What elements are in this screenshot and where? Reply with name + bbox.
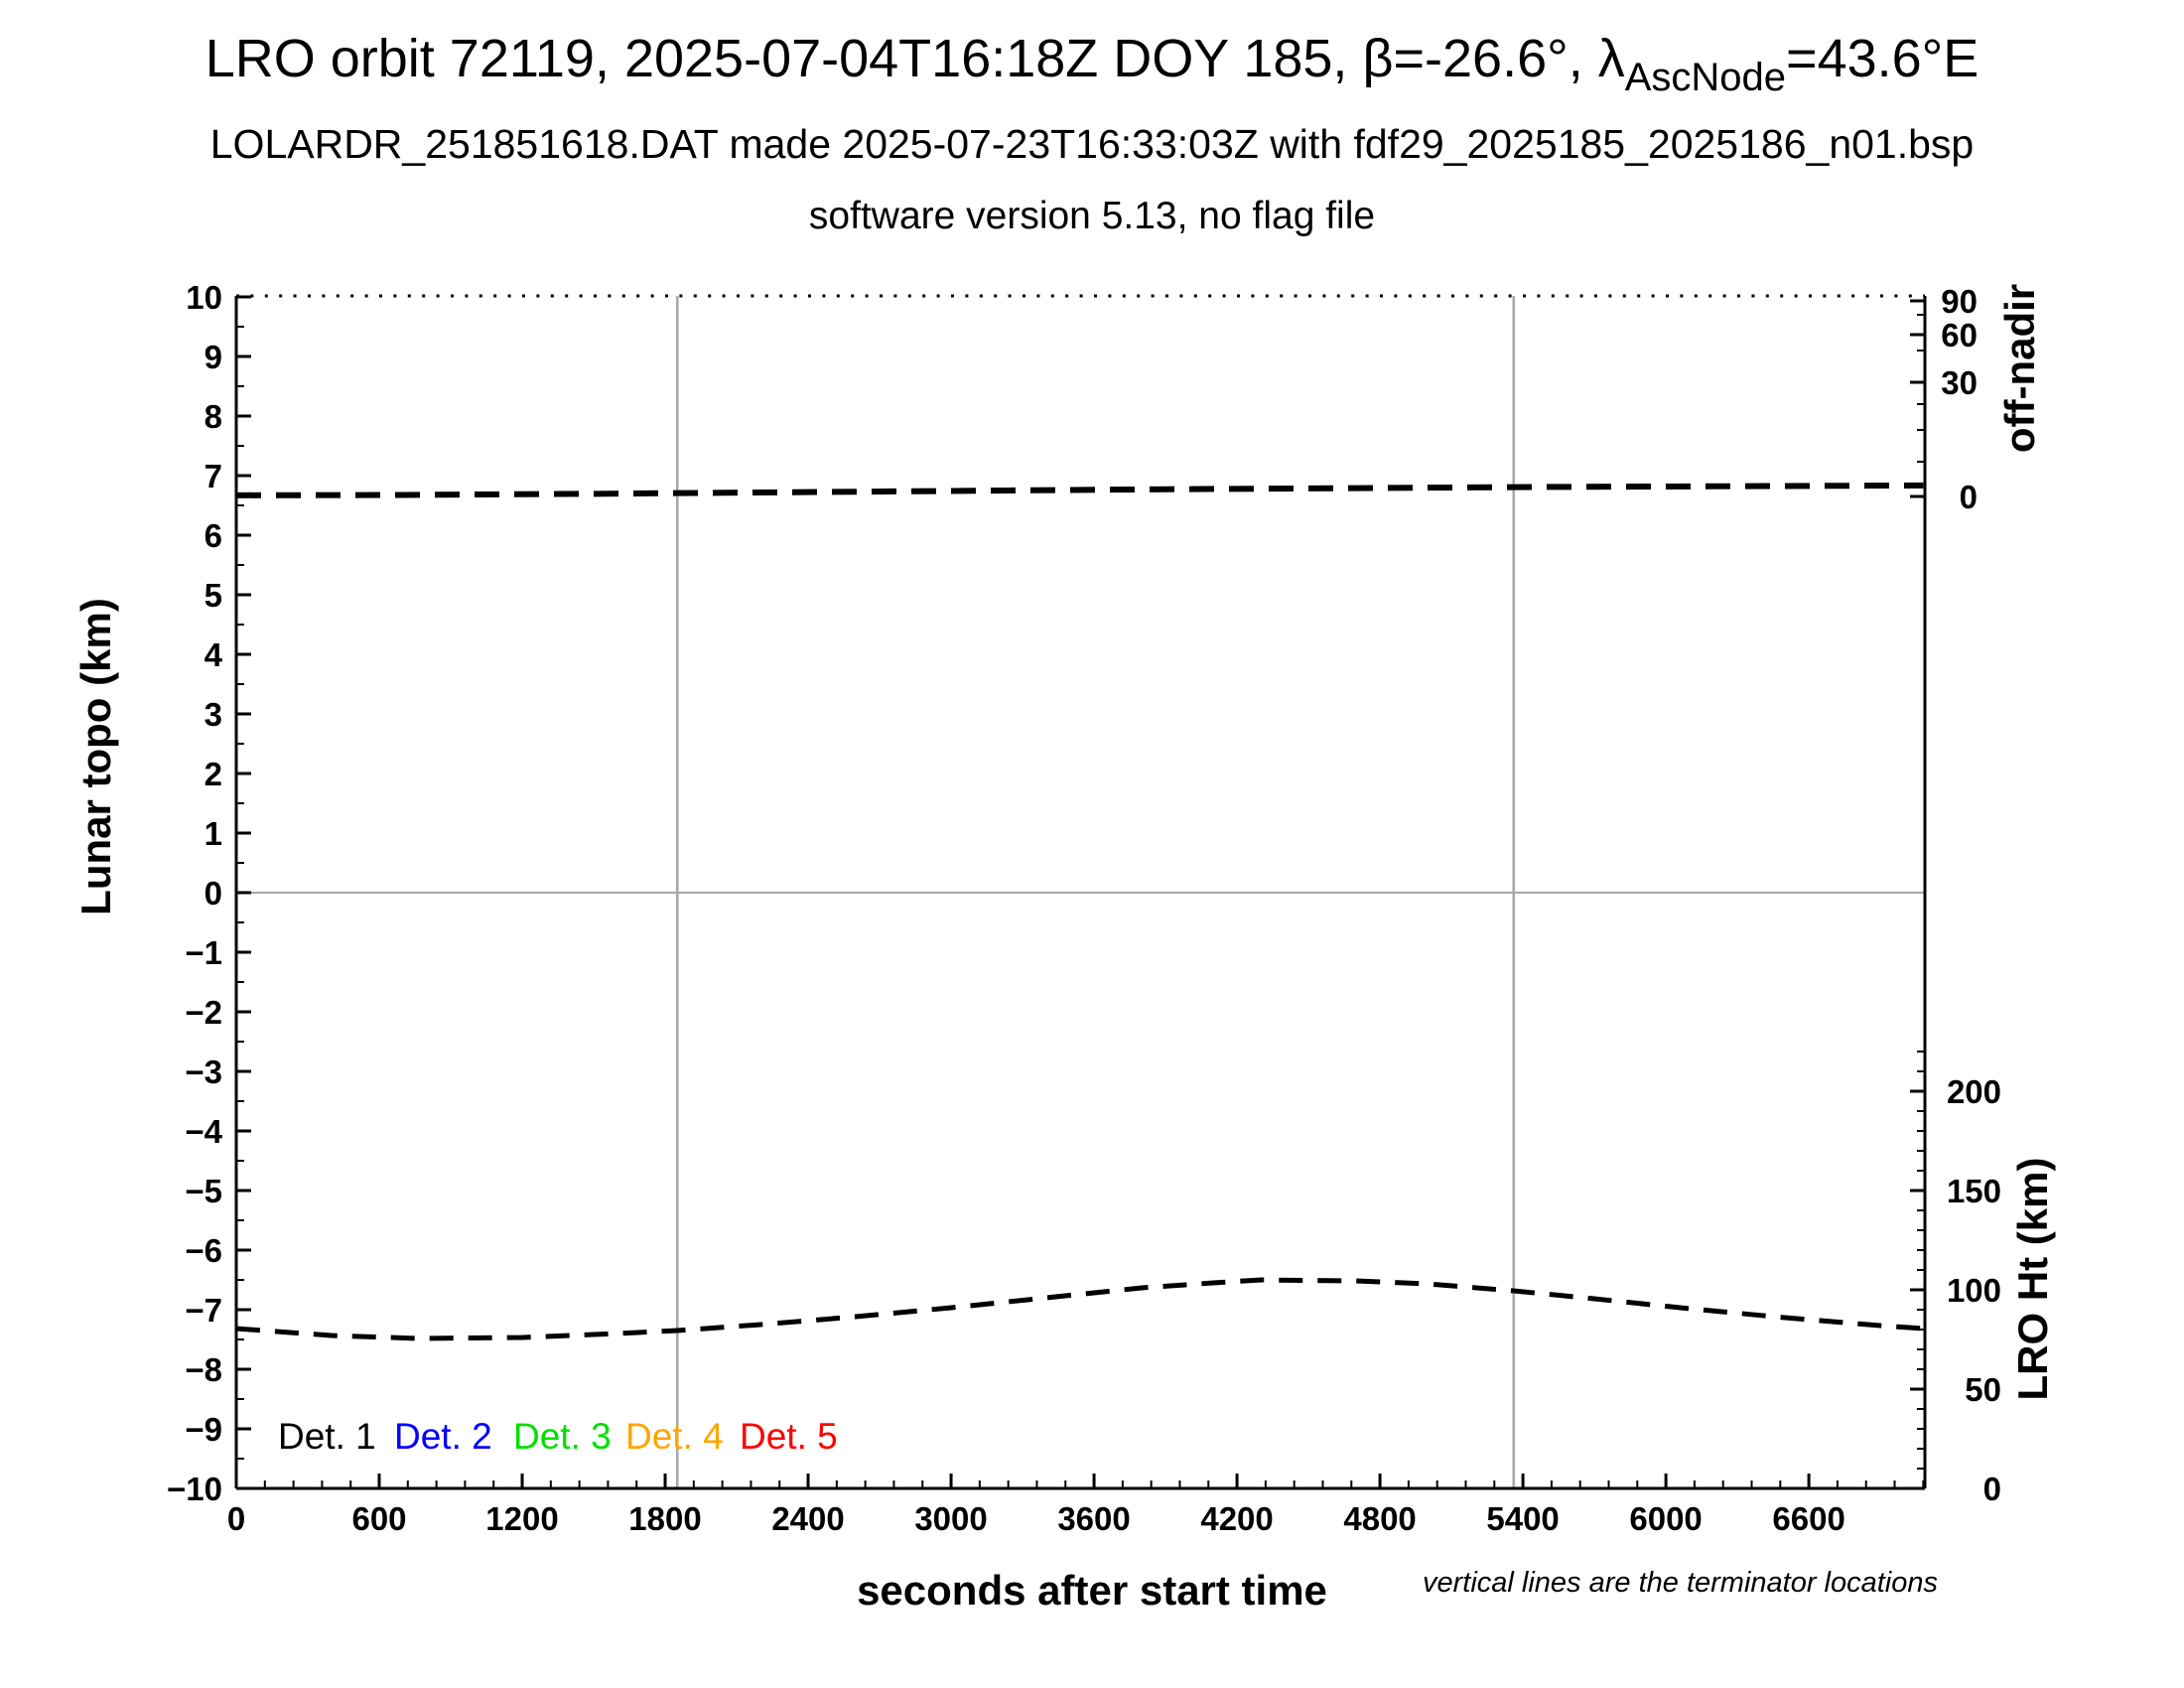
left-tick-label: −4 [185, 1113, 222, 1150]
left-tick-label: −8 [185, 1351, 222, 1388]
bottom-tick-label: 4800 [1343, 1500, 1417, 1537]
offnadir-tick-label: 0 [1959, 479, 1978, 515]
legend-item-det-5: Det. 5 [740, 1416, 838, 1457]
offnadir-tick-label: 90 [1941, 283, 1978, 320]
left-tick-label: 5 [204, 577, 222, 614]
ht-tick-label: 50 [1965, 1371, 2001, 1408]
offnadir-tick-label: 60 [1941, 317, 1978, 353]
left-tick-label: 4 [204, 636, 222, 673]
bottom-tick-label: 4200 [1200, 1500, 1274, 1537]
left-tick-label: −7 [185, 1292, 222, 1329]
terminator-note: vertical lines are the terminator locati… [1422, 1567, 1938, 1599]
left-tick-label: 7 [204, 458, 222, 494]
right-bottom-axis-title: LRO Ht (km) [2009, 1157, 2056, 1401]
legend-item-det-3: Det. 3 [513, 1416, 612, 1457]
left-tick-label: −10 [167, 1471, 222, 1507]
legend-item-det-2: Det. 2 [394, 1416, 492, 1457]
bottom-tick-label: 0 [226, 1500, 246, 1537]
left-tick-label: −1 [185, 934, 222, 971]
ht-tick-label: 200 [1946, 1073, 2001, 1110]
lro-height-curve [235, 1277, 1924, 1341]
left-tick-label: 6 [204, 517, 222, 554]
left-tick-label: −5 [185, 1173, 222, 1209]
bottom-tick-label: 1800 [628, 1500, 702, 1537]
off-nadir-curve [235, 482, 1924, 498]
title-subscript: AscNode [1624, 56, 1787, 99]
subtitle-file-line: LOLARDR_251851618.DAT made 2025-07-23T16… [209, 121, 1975, 167]
bottom-tick-label: 600 [351, 1500, 407, 1537]
ht-tick-label: 100 [1946, 1272, 2001, 1309]
bottom-tick-label: 3000 [914, 1500, 988, 1537]
left-tick-label: −6 [185, 1232, 222, 1269]
left-tick-label: 8 [204, 398, 222, 435]
bottom-tick-label: 2400 [771, 1500, 845, 1537]
left-tick-label: −2 [185, 994, 222, 1031]
left-tick-label: 3 [204, 696, 222, 733]
ht-tick-label: 0 [1982, 1471, 2001, 1507]
bottom-tick-label: 5400 [1486, 1500, 1560, 1537]
bottom-tick-label: 6600 [1772, 1500, 1845, 1537]
left-tick-label: 2 [204, 756, 222, 792]
ht-tick-label: 150 [1946, 1173, 2001, 1209]
title-main: LRO orbit 72119, 2025-07-04T16:18Z DOY 1… [205, 29, 1625, 88]
right-top-axis-title: off-nadir [1996, 283, 2043, 454]
bottom-tick-label: 1200 [485, 1500, 559, 1537]
left-tick-label: −9 [185, 1411, 222, 1448]
left-tick-label: 9 [204, 339, 222, 375]
left-tick-label: −3 [185, 1054, 222, 1090]
title-tail: =43.6°E [1786, 29, 1979, 88]
left-tick-label: 1 [204, 815, 222, 852]
offnadir-tick-label: 30 [1941, 364, 1978, 401]
left-tick-label: 10 [186, 279, 222, 316]
page-title: LRO orbit 72119, 2025-07-04T16:18Z DOY 1… [0, 28, 2184, 100]
left-tick-label: 0 [204, 875, 222, 912]
legend-item-det-4: Det. 4 [625, 1416, 724, 1457]
subtitle-version-line: software version 5.13, no flag file [808, 195, 1376, 237]
left-axis-title: Lunar topo (km) [72, 598, 119, 915]
x-axis-title: seconds after start time [857, 1567, 1327, 1614]
legend-item-det-1: Det. 1 [278, 1416, 376, 1457]
bottom-tick-label: 3600 [1057, 1500, 1131, 1537]
bottom-tick-label: 6000 [1629, 1500, 1703, 1537]
